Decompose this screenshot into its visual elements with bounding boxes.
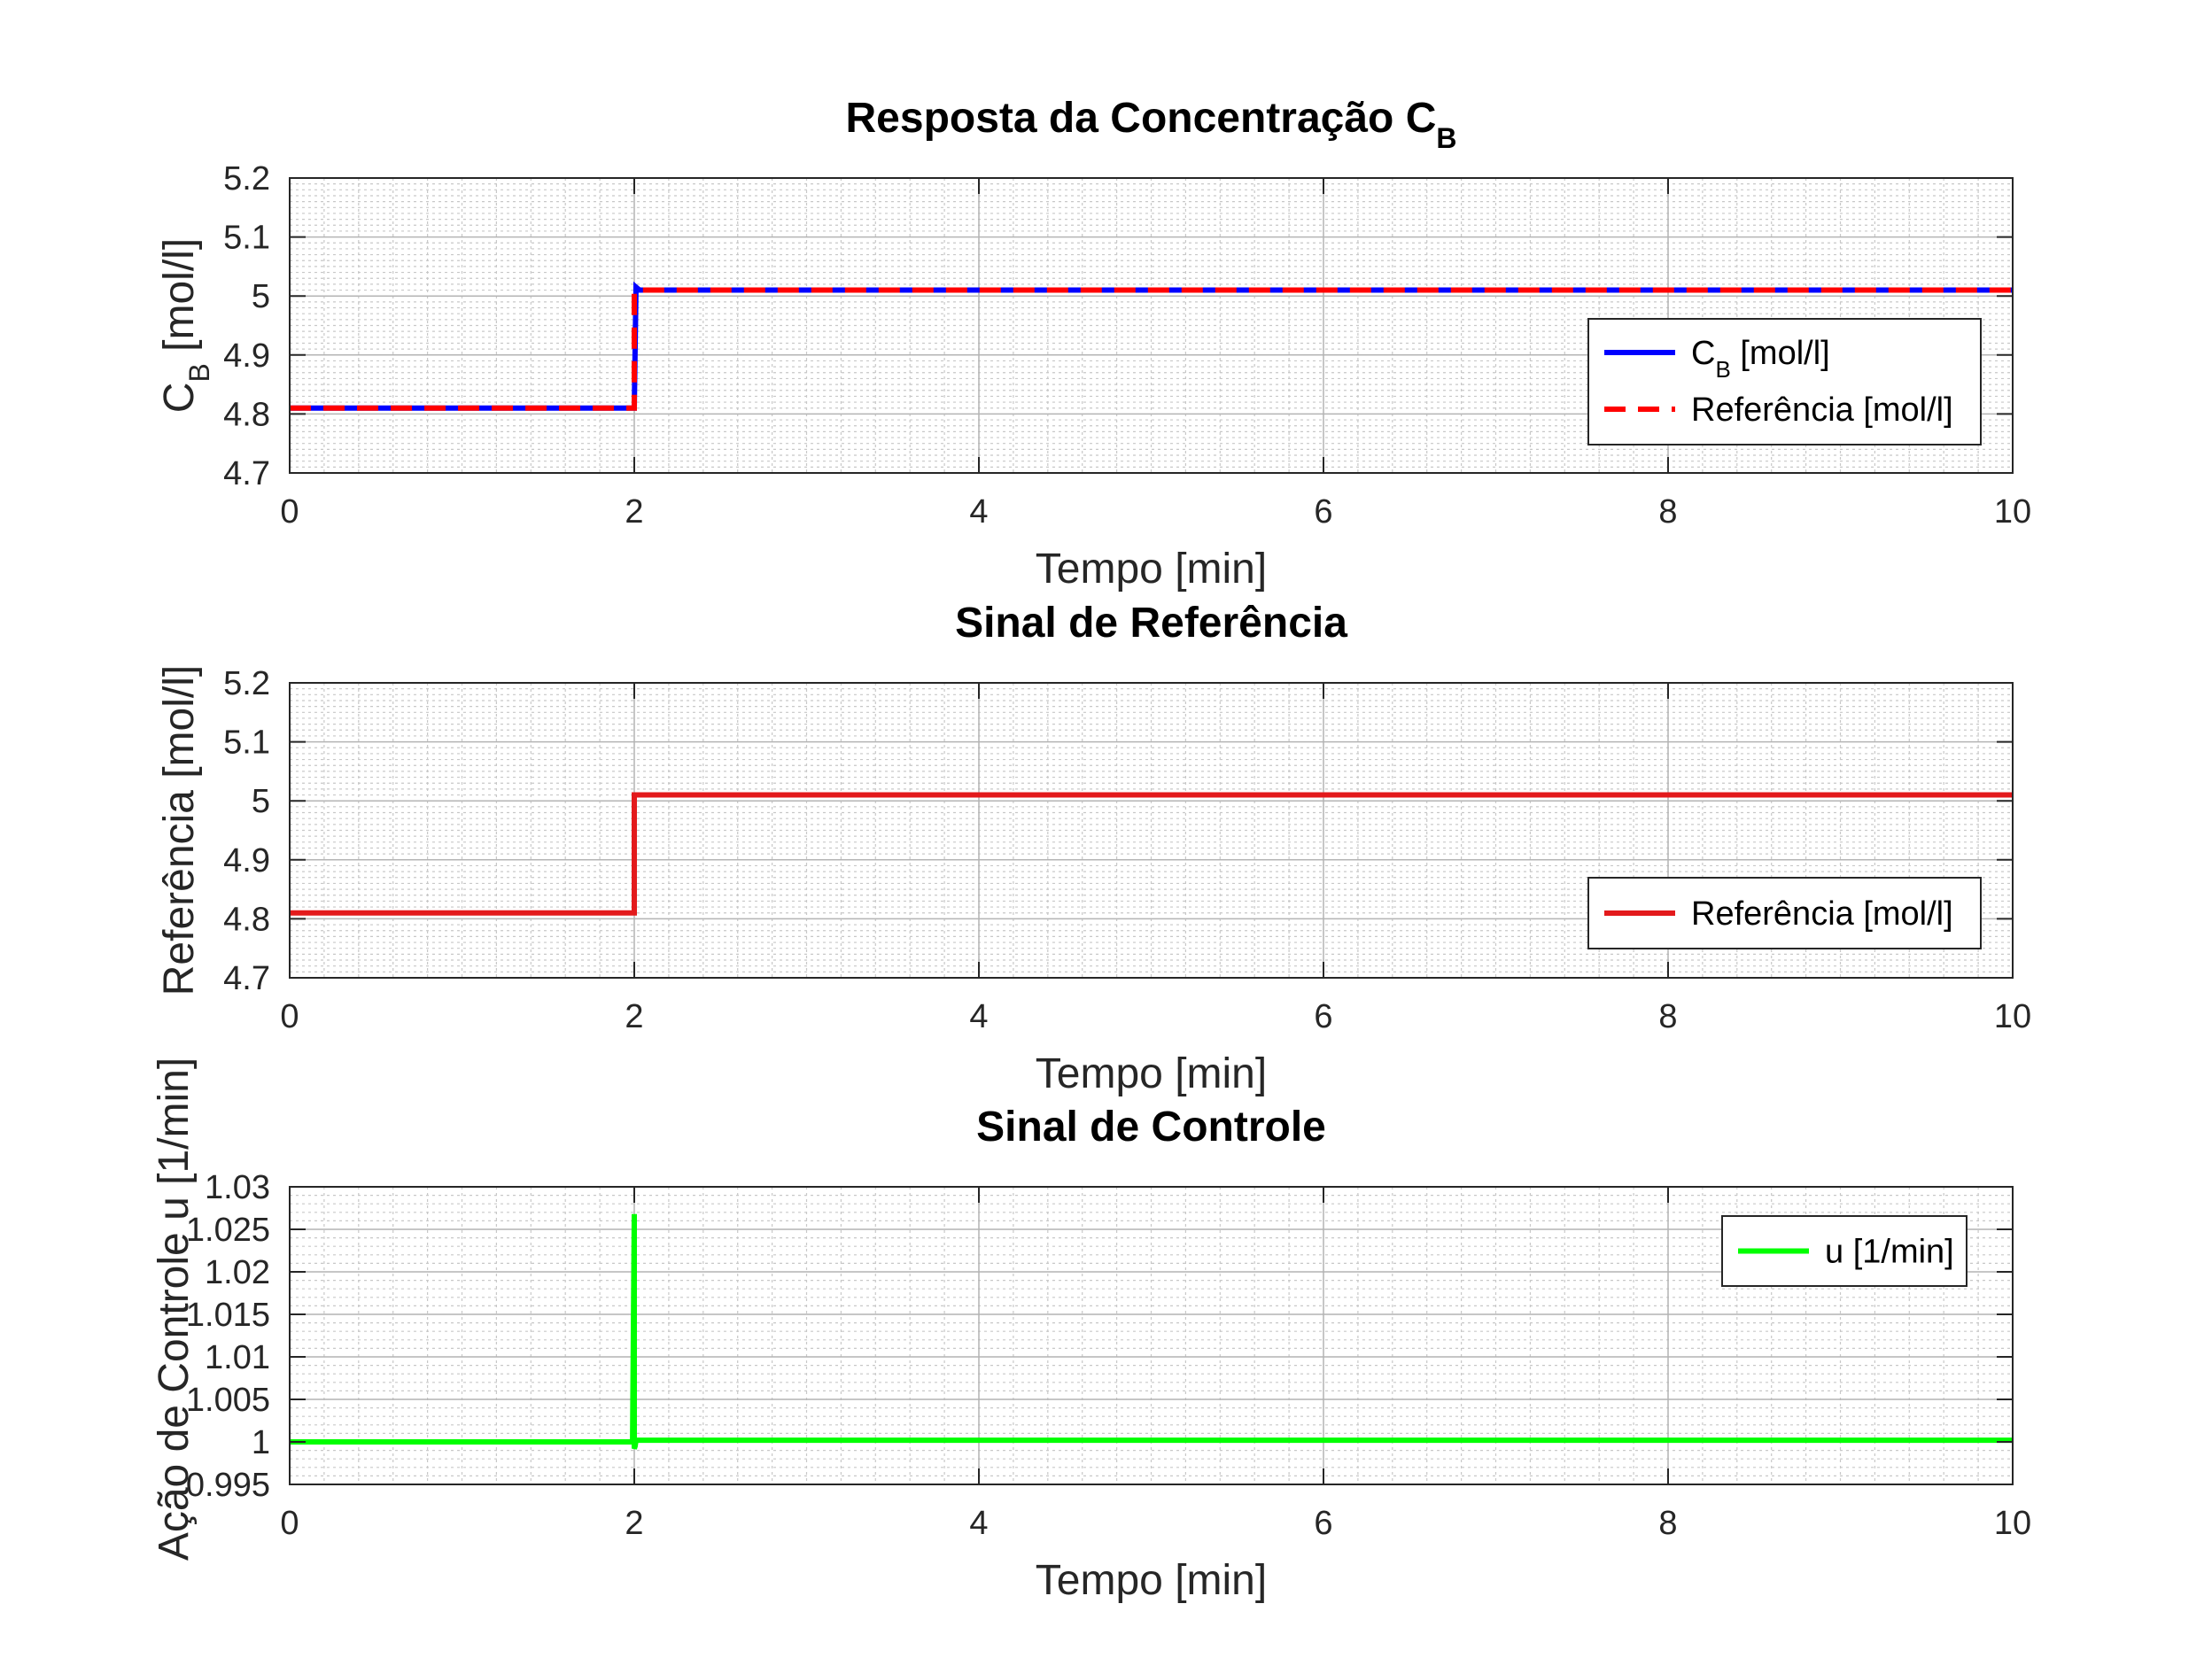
x-tick-label: 4 [969, 998, 988, 1035]
legend: CB [mol/l] Referência [mol/l] [1587, 318, 1982, 445]
x-tick-label: 4 [969, 493, 988, 531]
x-tick-label: 0 [280, 493, 299, 531]
y-tick-label: 1.02 [205, 1254, 270, 1291]
y-axis-label: Ação de Controle u [1/min] [151, 1058, 198, 1561]
subplot-3: 0 2 4 6 8 10 0.995 1 1.005 1.01 1.015 1.02 1.025 1.03… [151, 1058, 2031, 1604]
axes-box [289, 682, 2014, 979]
x-axis-label: Tempo [min] [1036, 1050, 1267, 1097]
chart-title: Resposta da Concentração CB [846, 95, 1457, 154]
y-tick-label: 4.8 [223, 396, 270, 433]
x-tick-label: 8 [1658, 493, 1677, 531]
axes-box [289, 1186, 2014, 1485]
y-tick-label: 4.7 [223, 455, 270, 492]
x-tick-label: 6 [1314, 1505, 1332, 1542]
x-tick-label: 8 [1658, 998, 1677, 1035]
x-tick-label: 6 [1314, 493, 1332, 531]
y-tick-label: 1.015 [186, 1297, 270, 1334]
y-tick-label: 4.9 [223, 842, 270, 879]
x-tick-label: 0 [280, 1505, 299, 1542]
subplot-1: 0 2 4 6 8 10 4.7 4.8 4.9 5 5.1 5.2 Resposta da Conce… [156, 95, 2031, 593]
y-tick-label: 5 [252, 278, 270, 315]
x-tick-label: 2 [625, 998, 643, 1035]
x-tick-label: 10 [1994, 998, 2031, 1035]
y-tick-label: 4.7 [223, 960, 270, 997]
legend-label-1: CB [mol/l] [1691, 335, 1830, 383]
y-tick-label: 0.995 [186, 1467, 270, 1504]
series-line-1 [290, 792, 2013, 916]
y-tick-label: 5 [252, 783, 270, 820]
x-tick-label: 4 [969, 1505, 988, 1542]
chart-title: Sinal de Controle [976, 1104, 1326, 1151]
x-tick-label: 8 [1658, 1505, 1677, 1542]
axes-box [289, 177, 2014, 474]
y-tick-label: 5.2 [223, 665, 270, 702]
x-tick-label: 0 [280, 998, 299, 1035]
legend-label-1: Referência [mol/l] [1691, 895, 1953, 933]
y-tick-label: 5.1 [223, 724, 270, 762]
y-tick-label: 5.1 [223, 220, 270, 257]
legend: u [1/min] [1721, 1215, 1968, 1287]
subplot-2: 0 2 4 6 8 10 4.7 4.8 4.9 5 5.1 5.2 Sinal de Referênc… [156, 600, 2031, 1097]
x-tick-label: 2 [625, 493, 643, 531]
y-axis-label: CB [mol/l] [156, 238, 215, 413]
x-tick-label: 10 [1994, 1505, 2031, 1542]
y-tick-label: 1.025 [186, 1212, 270, 1249]
y-tick-label: 1 [252, 1424, 270, 1461]
x-tick-label: 6 [1314, 998, 1332, 1035]
y-tick-label: 4.9 [223, 337, 270, 375]
y-tick-label: 1.03 [205, 1169, 270, 1206]
legend-label-1: u [1/min] [1825, 1234, 1954, 1271]
x-tick-label: 10 [1994, 493, 2031, 531]
series-line-2 [290, 287, 2013, 411]
legend: Referência [mol/l] [1587, 877, 1982, 949]
y-axis-label: Referência [mol/l] [156, 665, 203, 996]
grid [289, 682, 2014, 979]
chart-title: Sinal de Referência [955, 600, 1347, 647]
y-tick-label: 1.01 [205, 1339, 270, 1376]
legend-label-2: Referência [mol/l] [1691, 391, 1953, 429]
x-tick-label: 2 [625, 1505, 643, 1542]
series-line-1 [290, 1213, 2013, 1450]
y-tick-label: 1.005 [186, 1382, 270, 1419]
x-axis-label: Tempo [min] [1036, 546, 1267, 593]
y-tick-label: 5.2 [223, 160, 270, 198]
y-tick-label: 4.8 [223, 901, 270, 938]
x-axis-label: Tempo [min] [1036, 1557, 1267, 1604]
